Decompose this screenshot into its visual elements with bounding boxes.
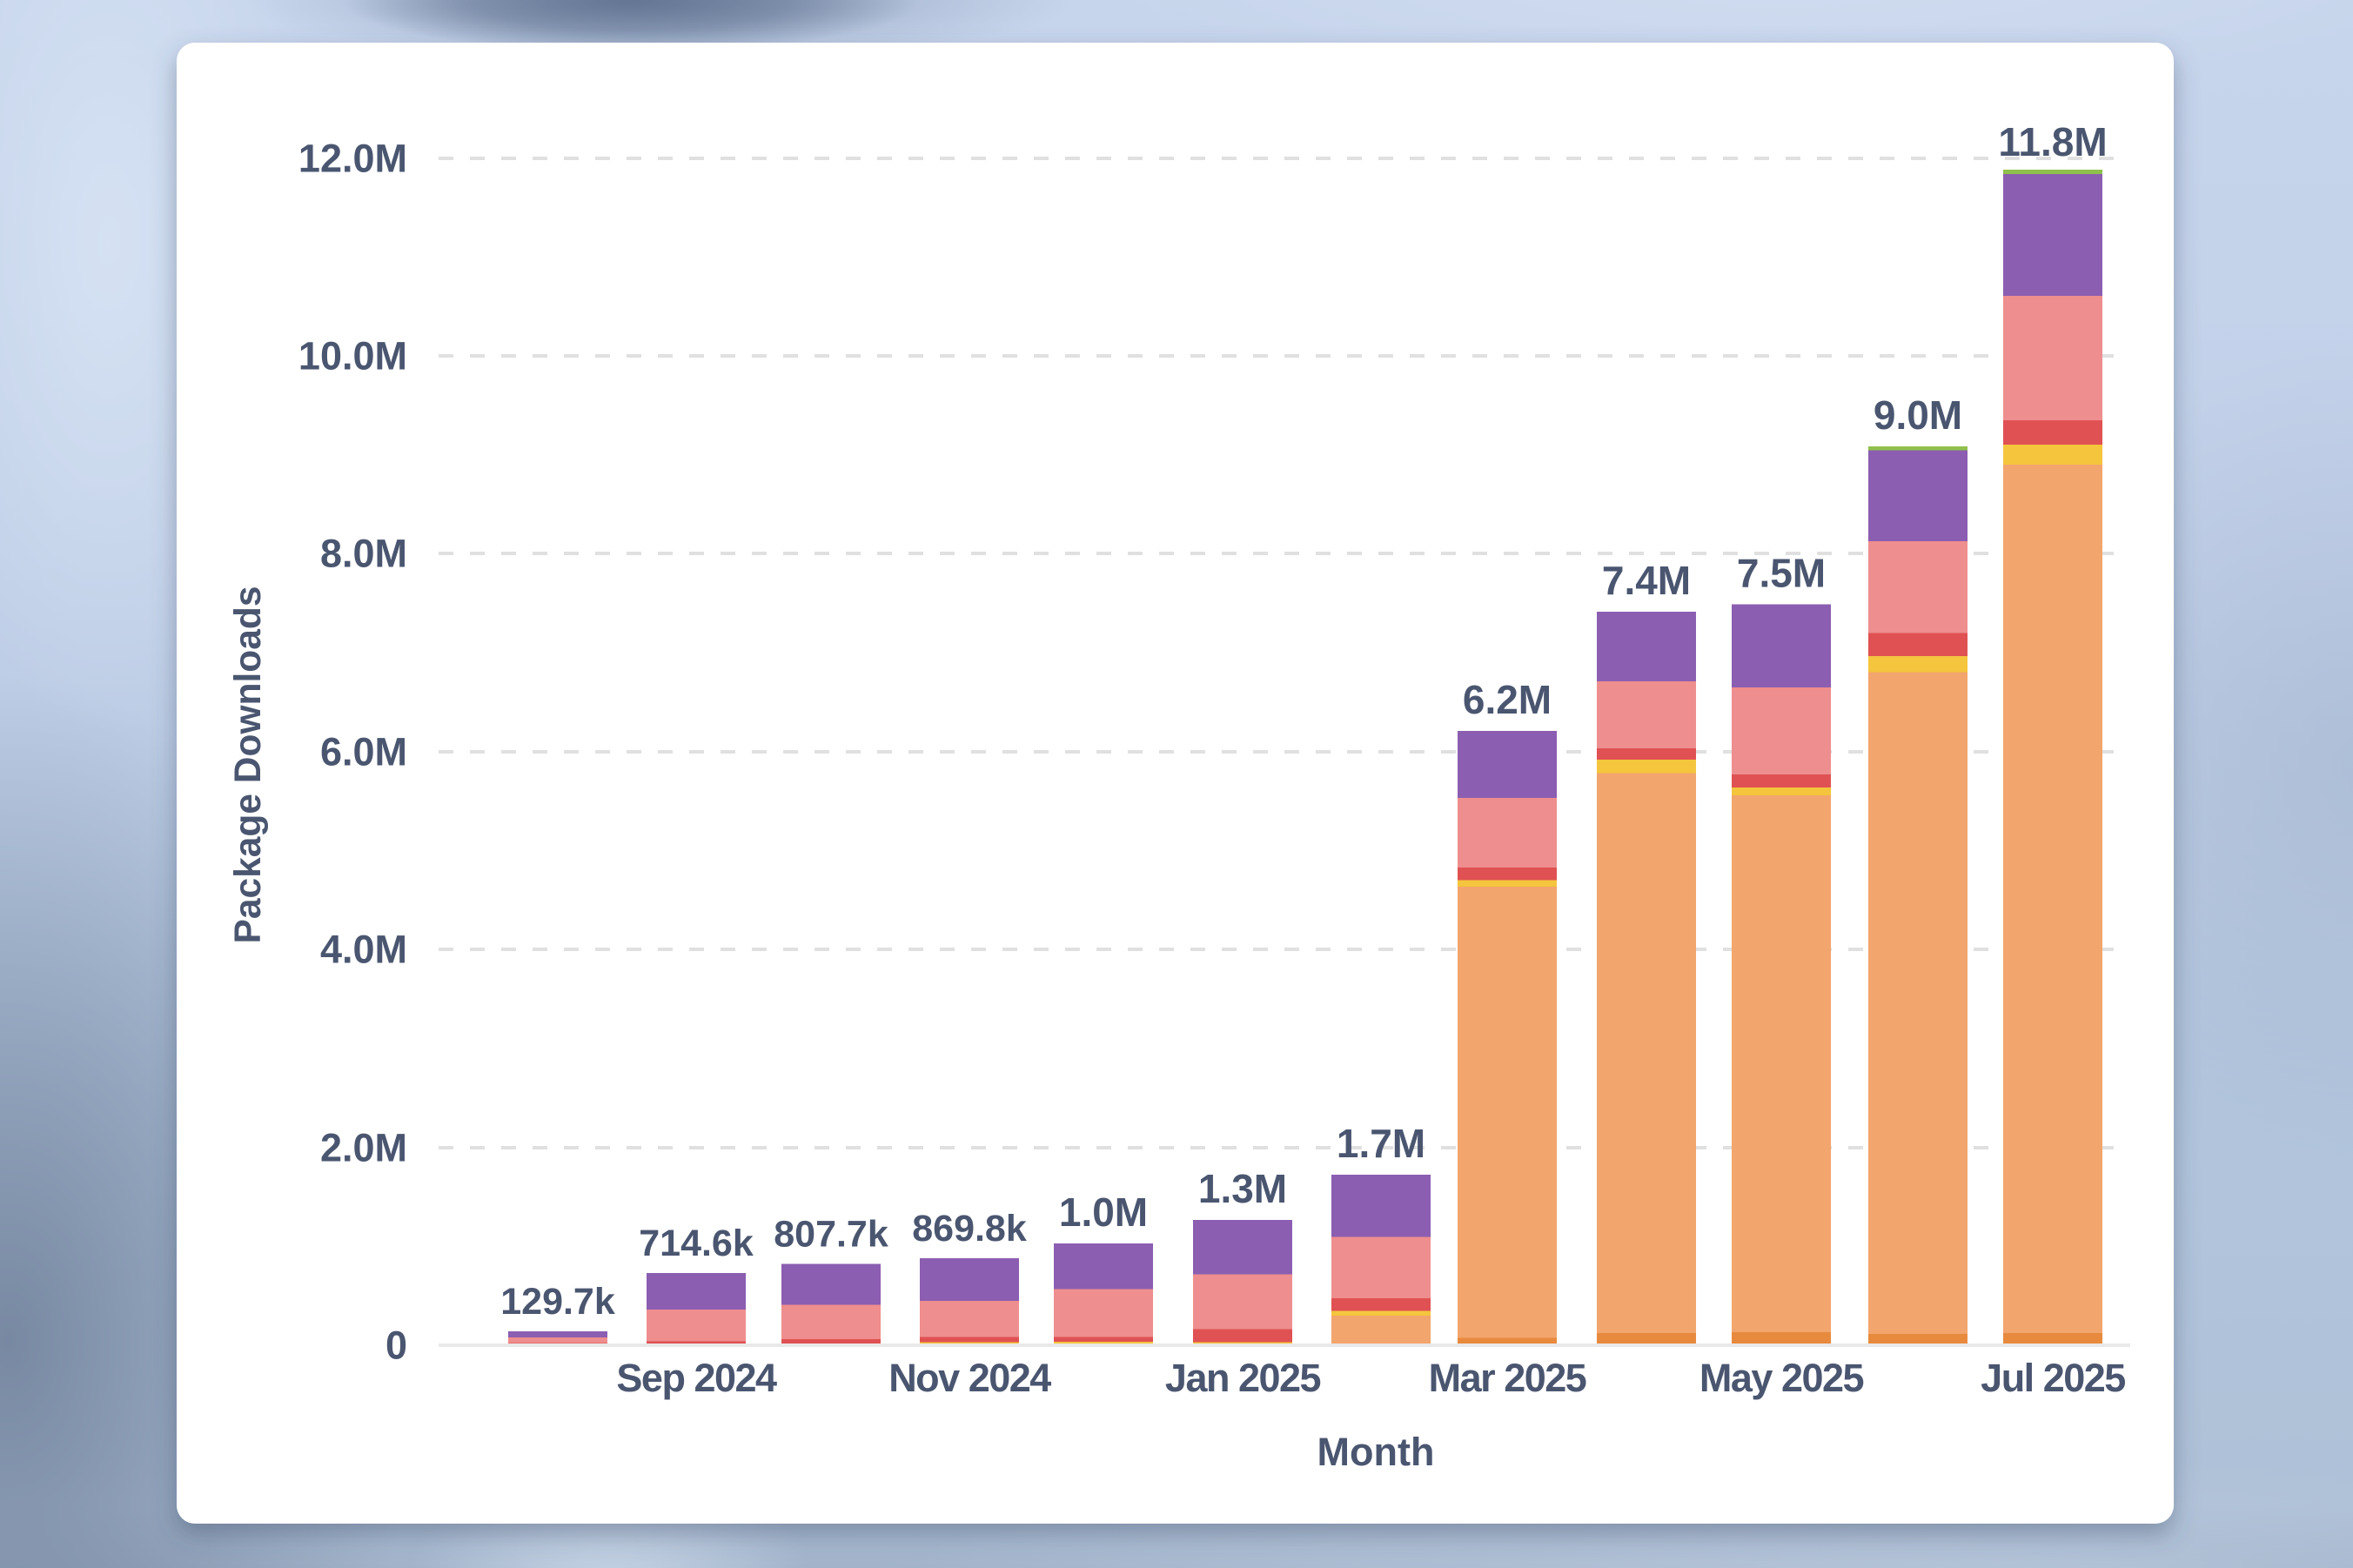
svg-text:7.5M: 7.5M xyxy=(1737,551,1826,596)
svg-text:1.0M: 1.0M xyxy=(1059,1189,1148,1235)
svg-text:6.2M: 6.2M xyxy=(1463,677,1552,722)
svg-text:1.3M: 1.3M xyxy=(1198,1166,1287,1211)
svg-text:6.0M: 6.0M xyxy=(320,730,407,774)
svg-text:May 2025: May 2025 xyxy=(1699,1356,1864,1400)
svg-text:Nov 2024: Nov 2024 xyxy=(888,1356,1051,1400)
svg-text:129.7k: 129.7k xyxy=(500,1281,615,1323)
svg-text:807.7k: 807.7k xyxy=(774,1214,888,1256)
svg-text:Mar 2025: Mar 2025 xyxy=(1429,1356,1586,1400)
svg-text:12.0M: 12.0M xyxy=(298,137,407,181)
svg-text:4.0M: 4.0M xyxy=(320,928,407,972)
svg-text:9.0M: 9.0M xyxy=(1874,392,1962,438)
svg-text:0: 0 xyxy=(385,1323,407,1368)
svg-text:Package Downloads: Package Downloads xyxy=(228,586,269,944)
svg-text:Month: Month xyxy=(1317,1430,1435,1474)
svg-text:8.0M: 8.0M xyxy=(320,532,407,576)
svg-text:10.0M: 10.0M xyxy=(298,334,407,379)
svg-text:7.4M: 7.4M xyxy=(1602,558,1691,603)
svg-text:11.8M: 11.8M xyxy=(1998,119,2107,164)
svg-text:714.6k: 714.6k xyxy=(639,1223,754,1264)
svg-text:Jul 2025: Jul 2025 xyxy=(1981,1356,2125,1400)
svg-text:1.7M: 1.7M xyxy=(1337,1121,1425,1166)
svg-text:869.8k: 869.8k xyxy=(912,1208,1027,1250)
svg-text:Sep 2024: Sep 2024 xyxy=(616,1356,777,1400)
svg-text:Jan 2025: Jan 2025 xyxy=(1165,1356,1321,1400)
svg-text:2.0M: 2.0M xyxy=(320,1126,407,1170)
